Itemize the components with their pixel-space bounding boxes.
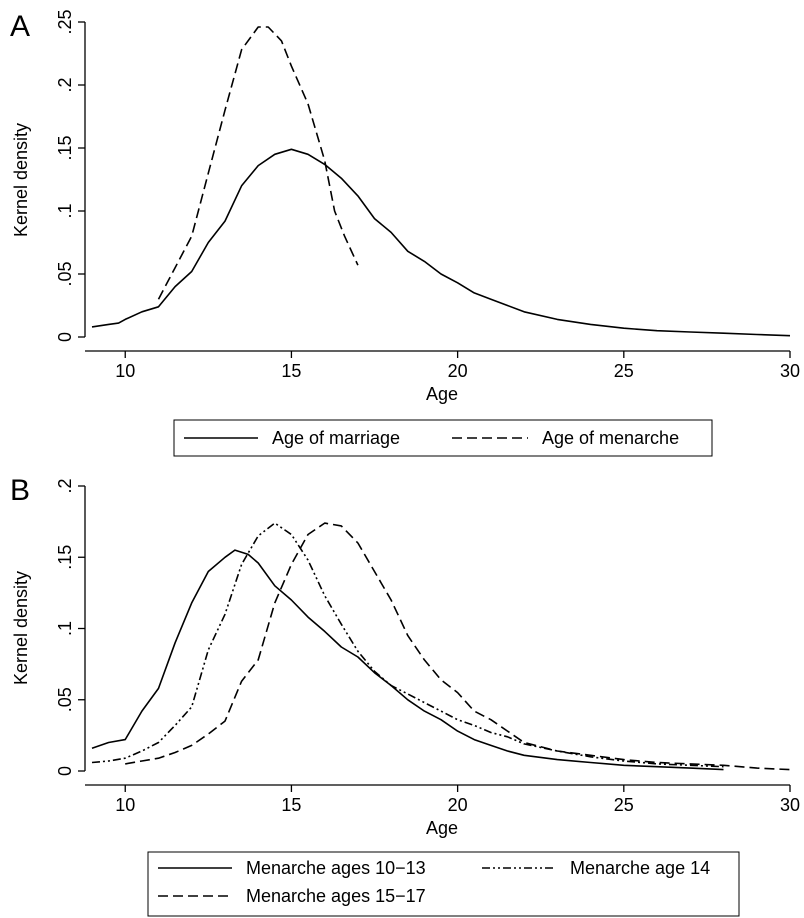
x-tick-label: 25 — [614, 361, 634, 381]
y-tick-label: 0 — [55, 332, 75, 342]
y-tick-label: .1 — [55, 203, 75, 218]
x-tick-label: 10 — [115, 361, 135, 381]
panel-a-y-axis-label: Kernel density — [11, 123, 31, 237]
y-tick-label: .25 — [55, 9, 75, 34]
panel-a-legend: Age of marriage Age of menarche — [173, 419, 713, 457]
panel-b-series — [91, 522, 791, 771]
x-tick-label: 30 — [780, 795, 800, 815]
y-tick-label: .15 — [55, 545, 75, 570]
panel-a-y-ticks: 0 .05 .1 .15 .2 .25 — [55, 9, 85, 342]
y-tick-label: .2 — [55, 478, 75, 493]
y-tick-label: .1 — [55, 621, 75, 636]
x-tick-label: 30 — [780, 361, 800, 381]
panel-b-legend-box — [147, 851, 740, 917]
panel-b-x-axis-label: Age — [426, 818, 458, 838]
series-line-age-of-menarche — [157, 26, 359, 300]
x-tick-label: 25 — [614, 795, 634, 815]
panel-a-label: A — [10, 10, 30, 43]
legend-label-menarche-ages-15-17: Menarche ages 15−17 — [246, 886, 426, 906]
series-line-age-of-marriage — [91, 148, 791, 337]
panel-a-series — [91, 26, 791, 337]
series-line-menarche-ages-10-13 — [91, 549, 724, 771]
x-tick-label: 20 — [448, 795, 468, 815]
legend-label-menarche-age-14: Menarche age 14 — [570, 858, 710, 878]
y-tick-label: 0 — [55, 766, 75, 776]
panel-b-legend: Menarche ages 10−13 Menarche age 14 Mena… — [147, 851, 740, 917]
y-tick-label: .05 — [55, 687, 75, 712]
panel-b-y-axis-label: Kernel density — [11, 571, 31, 685]
series-line-menarche-age-14 — [91, 522, 724, 768]
panel-a-x-axis-label: Age — [426, 384, 458, 404]
y-tick-label: .2 — [55, 77, 75, 92]
series-line-menarche-ages-15-17 — [125, 522, 791, 771]
x-tick-label: 15 — [281, 361, 301, 381]
x-tick-label: 10 — [115, 795, 135, 815]
legend-label-menarche-ages-10-13: Menarche ages 10−13 — [246, 858, 426, 878]
panel-a: A 0 .05 .1 .15 .2 .25 10 15 20 25 30 Kernel densi… — [10, 9, 800, 457]
panel-a-legend-box — [173, 419, 713, 457]
legend-label-age-of-marriage: Age of marriage — [272, 428, 400, 448]
x-tick-label: 15 — [281, 795, 301, 815]
panel-a-x-ticks: 10 15 20 25 30 — [115, 351, 800, 381]
panel-b-label: B — [10, 474, 30, 507]
y-tick-label: .15 — [55, 135, 75, 160]
y-tick-label: .05 — [55, 261, 75, 286]
panel-b-x-ticks: 10 15 20 25 30 — [115, 785, 800, 815]
panel-b: B 0.05.1.15.2 10 15 20 25 30 Kernel density … — [10, 474, 800, 917]
x-tick-label: 20 — [448, 361, 468, 381]
panel-b-y-ticks: 0 .05 .1 .15 .2 — [55, 478, 85, 776]
legend-label-age-of-menarche: Age of menarche — [542, 428, 679, 448]
